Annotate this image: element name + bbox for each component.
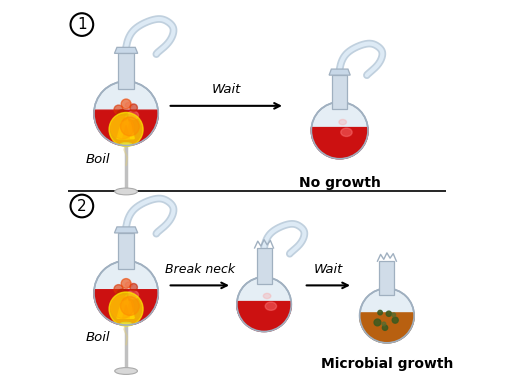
- Polygon shape: [123, 305, 129, 318]
- Polygon shape: [329, 69, 350, 75]
- Circle shape: [111, 116, 134, 139]
- Polygon shape: [114, 47, 137, 53]
- Polygon shape: [237, 302, 291, 332]
- Ellipse shape: [121, 143, 132, 146]
- Circle shape: [70, 13, 93, 36]
- Circle shape: [374, 319, 381, 326]
- Circle shape: [114, 105, 123, 114]
- Circle shape: [116, 289, 128, 301]
- Circle shape: [70, 195, 93, 217]
- Polygon shape: [125, 301, 134, 318]
- Circle shape: [130, 284, 137, 291]
- Circle shape: [109, 113, 143, 147]
- Polygon shape: [311, 128, 368, 159]
- Polygon shape: [114, 227, 137, 233]
- Polygon shape: [360, 313, 414, 343]
- Polygon shape: [118, 233, 134, 269]
- Text: Wait: Wait: [211, 84, 241, 96]
- Ellipse shape: [127, 291, 139, 299]
- Ellipse shape: [121, 322, 132, 325]
- Circle shape: [360, 288, 414, 343]
- Text: Wait: Wait: [313, 263, 343, 276]
- Circle shape: [109, 292, 143, 326]
- Circle shape: [237, 277, 291, 332]
- Text: 1: 1: [77, 17, 87, 32]
- Polygon shape: [125, 122, 134, 139]
- Ellipse shape: [263, 293, 271, 299]
- Ellipse shape: [125, 102, 133, 108]
- Polygon shape: [256, 248, 271, 284]
- Ellipse shape: [127, 111, 139, 119]
- Circle shape: [114, 285, 123, 294]
- Polygon shape: [379, 261, 394, 295]
- Circle shape: [386, 311, 391, 316]
- Circle shape: [111, 296, 134, 318]
- Circle shape: [311, 102, 368, 159]
- Text: Break neck: Break neck: [165, 263, 235, 276]
- Text: 2: 2: [77, 198, 87, 214]
- Polygon shape: [332, 75, 347, 109]
- Circle shape: [392, 313, 396, 317]
- Ellipse shape: [265, 302, 277, 310]
- Polygon shape: [119, 296, 134, 318]
- Polygon shape: [123, 125, 129, 139]
- Ellipse shape: [115, 188, 137, 195]
- Polygon shape: [94, 110, 158, 146]
- Ellipse shape: [339, 119, 346, 125]
- Circle shape: [378, 310, 382, 315]
- Circle shape: [121, 117, 140, 136]
- Circle shape: [121, 279, 131, 288]
- Ellipse shape: [341, 128, 352, 136]
- Circle shape: [116, 110, 128, 121]
- Text: Boil: Boil: [86, 331, 110, 344]
- Polygon shape: [94, 290, 158, 325]
- Circle shape: [130, 104, 137, 112]
- Circle shape: [382, 322, 386, 326]
- Polygon shape: [119, 116, 134, 139]
- Polygon shape: [117, 119, 128, 139]
- Polygon shape: [118, 53, 134, 89]
- Text: Boil: Boil: [86, 153, 110, 166]
- Circle shape: [94, 261, 158, 325]
- Text: No growth: No growth: [299, 176, 381, 190]
- Polygon shape: [117, 299, 128, 318]
- Ellipse shape: [125, 282, 133, 287]
- Ellipse shape: [115, 367, 137, 374]
- Circle shape: [94, 81, 158, 146]
- Circle shape: [392, 317, 398, 323]
- Text: Microbial growth: Microbial growth: [321, 357, 453, 371]
- Circle shape: [121, 99, 131, 109]
- Circle shape: [382, 325, 388, 330]
- Circle shape: [121, 296, 140, 315]
